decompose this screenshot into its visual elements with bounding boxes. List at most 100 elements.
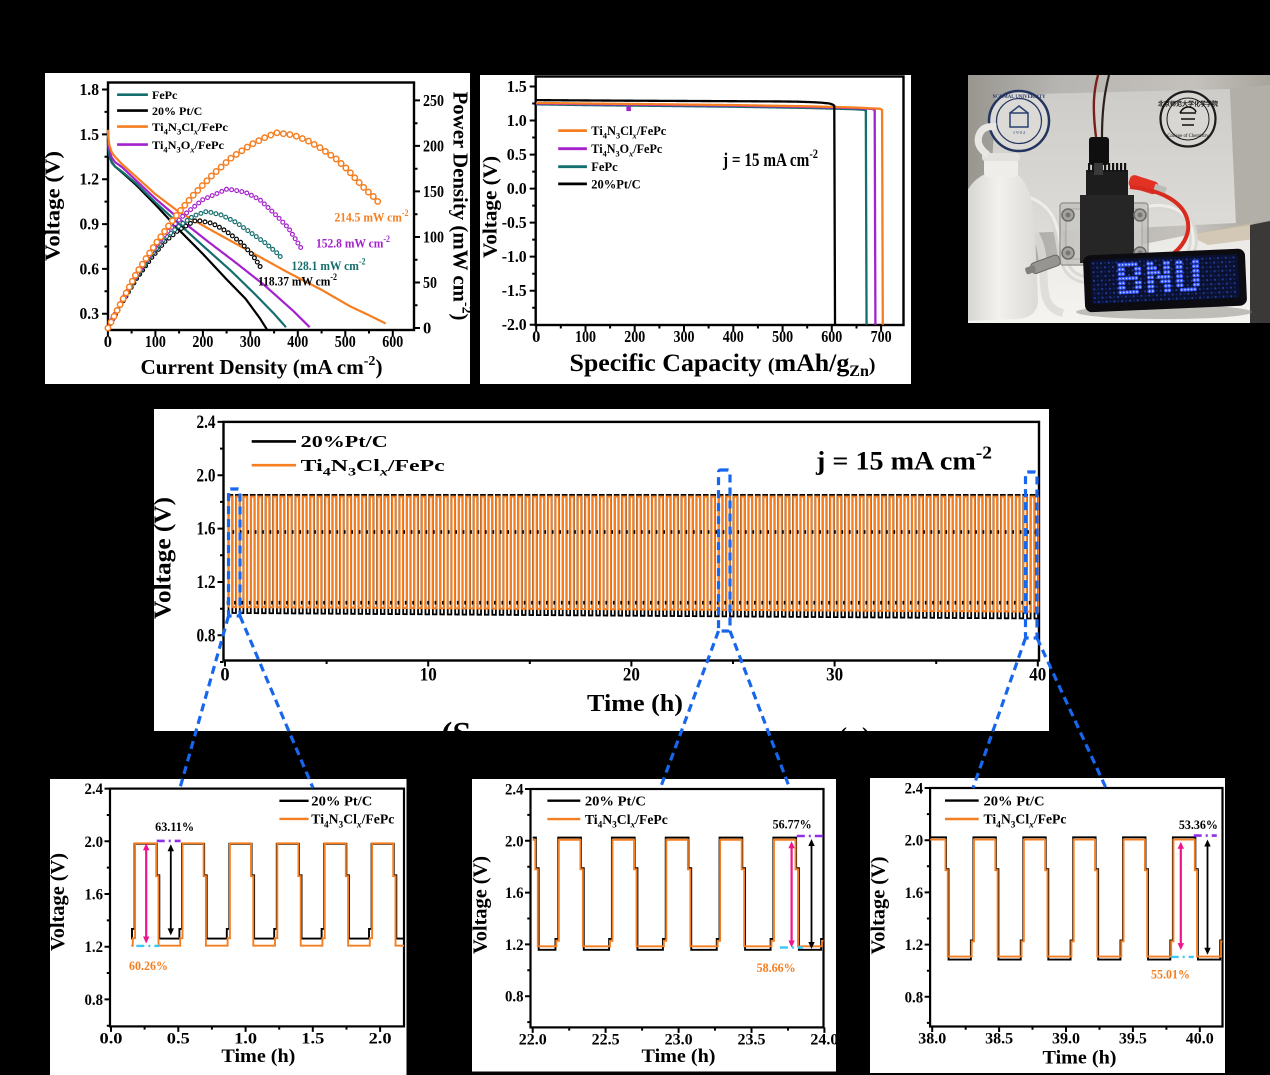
svg-text:0.5: 0.5 [167,1030,190,1047]
svg-text:1.6: 1.6 [505,885,524,902]
svg-text:500: 500 [772,327,793,346]
svg-text:0.3: 0.3 [79,304,99,323]
svg-text:1.5: 1.5 [79,125,99,144]
svg-text:): ) [862,724,870,731]
svg-text:-2.0: -2.0 [501,315,526,334]
svg-text:1.2: 1.2 [904,937,923,954]
svg-text:20%Pt/C: 20%Pt/C [301,432,388,451]
svg-text:60.26%: 60.26% [129,959,168,973]
svg-text:FePc: FePc [591,160,618,174]
svg-text:1.0: 1.0 [506,111,526,130]
svg-text:20%Pt/C: 20%Pt/C [591,177,640,191]
svg-text:2.0: 2.0 [85,834,104,851]
svg-text:10: 10 [420,666,437,686]
svg-text:-1.0: -1.0 [501,247,526,266]
svg-text:Voltage (V): Voltage (V) [870,856,890,954]
svg-text:2.0: 2.0 [197,466,216,486]
svg-text:1.6: 1.6 [904,884,923,901]
svg-text:1.2: 1.2 [79,170,99,189]
svg-text:Time (h): Time (h) [1042,1047,1116,1068]
svg-text:Ti4N3Ox/FePc: Ti4N3Ox/FePc [591,142,662,159]
svg-text:700: 700 [870,327,891,346]
svg-text:1.6: 1.6 [197,520,216,540]
svg-text:-0.5: -0.5 [501,213,526,232]
svg-text:53.36%: 53.36% [1178,817,1217,831]
svg-text:24.0: 24.0 [810,1031,836,1048]
svg-text:FePc: FePc [152,88,178,102]
svg-text:1.2: 1.2 [505,937,524,954]
svg-text:0.0: 0.0 [100,1030,123,1047]
svg-text:55.01%: 55.01% [1151,967,1190,981]
svg-text:Ti4N3Ox/FePc: Ti4N3Ox/FePc [152,138,225,154]
svg-text:20% Pt/C: 20% Pt/C [152,104,202,118]
svg-text:0.8: 0.8 [904,989,923,1006]
svg-text:1.0: 1.0 [234,1030,257,1047]
svg-text:56.77%: 56.77% [772,817,811,831]
svg-text:Time (h): Time (h) [221,1046,295,1067]
svg-text:1.5: 1.5 [301,1030,324,1047]
svg-text:Power Density (mW cm-2): Power Density (mW cm-2) [448,92,470,321]
svg-text:300: 300 [239,332,260,351]
svg-text:2.0: 2.0 [904,832,923,849]
svg-text:128.1 mW cm-2: 128.1 mW cm-2 [291,257,365,274]
svg-text:40.0: 40.0 [1185,1030,1213,1047]
svg-text:Time (h): Time (h) [641,1046,715,1067]
svg-text:Ti4N3Clx/FePc: Ti4N3Clx/FePc [311,812,394,830]
svg-text:1.8: 1.8 [79,80,99,99]
svg-text:20% Pt/C: 20% Pt/C [983,793,1044,808]
svg-text:College of Chemistry: College of Chemistry [1167,134,1209,139]
svg-text:Voltage (V): Voltage (V) [472,856,492,954]
svg-text:1.2: 1.2 [85,939,104,956]
svg-text:j = 15 mA cm-2: j = 15 mA cm-2 [815,443,992,476]
svg-text:Current Density (mA cm-2): Current Density (mA cm-2) [140,354,382,379]
svg-text:300: 300 [673,327,694,346]
svg-text:Ti4N3Clx/FePc: Ti4N3Clx/FePc [152,120,229,136]
svg-text:58.66%: 58.66% [756,961,795,975]
svg-text:39.5: 39.5 [1118,1030,1146,1047]
svg-text:0.8: 0.8 [85,992,104,1009]
svg-text:214.5 mW cm-2: 214.5 mW cm-2 [334,208,408,225]
svg-text:38.0: 38.0 [918,1030,946,1047]
svg-text:0: 0 [532,327,540,346]
svg-text:23.5: 23.5 [737,1031,765,1048]
svg-text:Voltage (V): Voltage (V) [50,853,69,951]
svg-text:0.0: 0.0 [506,179,526,198]
svg-text:200: 200 [192,332,213,351]
svg-text:600: 600 [821,327,842,346]
svg-text:0.9: 0.9 [79,215,99,234]
svg-text:600: 600 [382,332,403,351]
svg-text:0.8: 0.8 [197,626,216,646]
svg-text:39.0: 39.0 [1052,1030,1080,1047]
svg-text:20: 20 [623,666,640,686]
svg-text:1.2: 1.2 [197,573,216,593]
svg-text:2.4: 2.4 [85,781,104,798]
svg-text:30: 30 [826,666,843,686]
svg-text:Ti4N3Clx/FePc: Ti4N3Clx/FePc [591,124,666,141]
svg-text:Voltage (V): Voltage (V) [480,156,502,258]
svg-text:22.5: 22.5 [591,1031,619,1048]
svg-text:100: 100 [144,332,165,351]
svg-text:2.4: 2.4 [505,782,524,799]
svg-text:250: 250 [423,91,444,110]
svg-text:0.6: 0.6 [79,259,99,278]
svg-text:400: 400 [287,332,308,351]
svg-text:200: 200 [423,136,444,155]
svg-text:0: 0 [423,319,431,338]
svg-text:22.0: 22.0 [518,1031,546,1048]
svg-text:2.4: 2.4 [197,413,216,433]
svg-text:23.0: 23.0 [664,1031,692,1048]
svg-text:0: 0 [103,332,111,351]
svg-text:2.0: 2.0 [369,1030,392,1047]
svg-text:Ti4N3Clx/FePc: Ti4N3Clx/FePc [301,456,445,479]
svg-text:北京师范大学化学学院: 北京师范大学化学学院 [1158,100,1218,108]
svg-text:400: 400 [722,327,743,346]
svg-text:2.4: 2.4 [904,780,923,797]
svg-text:38.5: 38.5 [985,1030,1013,1047]
svg-text:2.0: 2.0 [505,833,524,850]
svg-text:200: 200 [624,327,645,346]
svg-text:0.5: 0.5 [506,145,526,164]
svg-text:Ti4N3Clx/FePc: Ti4N3Clx/FePc [983,811,1066,829]
svg-text:(S: (S [441,716,471,731]
svg-text:-1.5: -1.5 [501,281,526,300]
svg-text:150: 150 [423,182,444,201]
